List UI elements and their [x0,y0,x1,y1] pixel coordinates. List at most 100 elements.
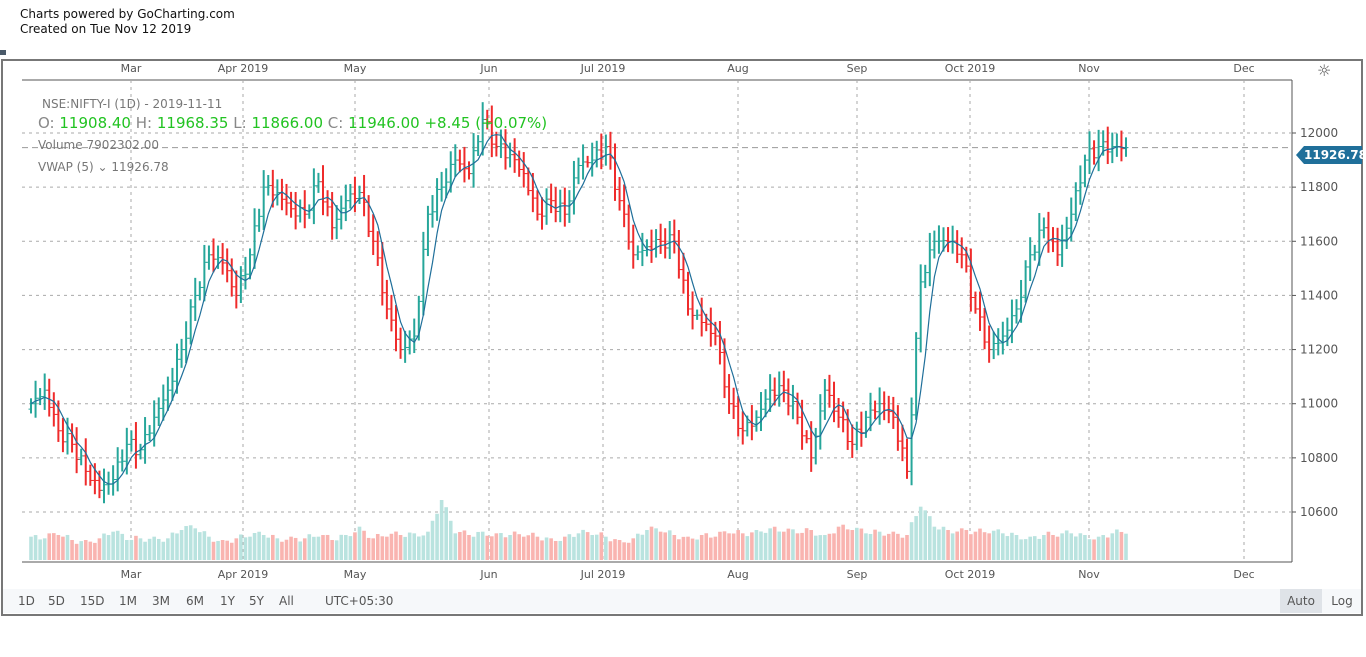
vwap-label: VWAP (5) [38,160,94,174]
volume-bar [978,528,982,560]
range-6m[interactable]: 6M [186,594,204,608]
volume-bar [740,533,745,560]
x-tick-label-top: Nov [1078,62,1100,75]
volume-bar [1032,536,1037,560]
volume-bar [654,528,658,560]
volume-bar [79,541,83,560]
volume-bar [476,531,480,560]
volume-bar [243,537,248,560]
high-label: H: [135,114,153,132]
x-tick-label-bottom: Mar [121,568,142,581]
volume-bar [777,531,782,560]
volume-bar [170,532,175,560]
chevron-down-icon[interactable]: ⌄ [97,160,108,174]
auto-scale-button[interactable]: Auto [1280,589,1322,613]
volume-bar [585,532,590,560]
volume-bar [553,540,558,560]
timezone[interactable]: UTC+05:30 [325,594,394,608]
credit-line: Charts powered by GoCharting.com [20,7,235,21]
volume-bar [937,529,941,560]
range-all[interactable]: All [279,594,294,608]
range-1m[interactable]: 1M [119,594,137,608]
volume-bar [782,531,786,560]
volume-bar [120,533,125,560]
volume-bar [946,530,950,560]
volume-bar [750,532,754,560]
volume-bar [435,513,439,560]
range-3m[interactable]: 3M [152,594,170,608]
volume-bar [699,535,704,560]
vwap-readout[interactable]: VWAP (5) ⌄ 11926.78 [38,160,547,174]
volume-bar [462,530,467,560]
volume-bar [266,537,271,560]
volume-bar [458,532,462,560]
volume-bar [991,530,996,560]
volume-bar [1019,539,1023,560]
volume-bar [576,533,581,560]
volume-bar [29,536,33,560]
volume-bar [521,536,526,560]
volume-bar [964,529,969,560]
volume-bar [70,540,74,560]
volume-bar [841,524,845,560]
volume-bar [859,528,864,560]
volume-bar [485,535,490,560]
volume-bar [864,533,868,560]
volume-bar [366,537,371,560]
volume-bar [877,531,882,560]
y-tick-label: 10800 [1300,451,1338,465]
volume-bar [791,529,795,560]
volume-bar [718,531,722,560]
volume-bar [1096,536,1101,560]
volume-bar [357,526,362,560]
volume-bar [412,533,417,560]
x-tick-label-bottom: Aug [727,568,748,581]
volume-bar [590,535,594,560]
volume-bar [202,531,207,560]
range-5d[interactable]: 5D [48,594,65,608]
volume-bar [490,536,494,560]
volume-bar [1060,533,1064,560]
volume-bar [645,530,649,560]
log-scale-button[interactable]: Log [1331,594,1353,608]
range-1y[interactable]: 1Y [220,594,235,608]
volume-bar [152,536,156,560]
current-price-tag: 11926.78 [1296,146,1366,164]
volume-bar [850,530,855,560]
volume-bar [896,533,900,560]
volume-bar [1101,535,1105,560]
volume-bar [855,527,859,560]
credit: Charts powered by GoCharting.com Created… [20,7,235,37]
volume-bar [663,532,667,560]
range-5y[interactable]: 5Y [249,594,264,608]
volume-bar [394,531,398,560]
volume-bar [1078,533,1083,560]
volume-bar [385,536,389,560]
volume-bar [1074,536,1078,560]
volume-bar [252,533,257,560]
settings-icon[interactable]: ☼ [1317,61,1332,80]
volume-bar [257,531,261,560]
volume-bar [307,534,312,560]
volume-bar [467,535,471,560]
volume-bar [380,536,385,560]
volume-bar [914,516,918,560]
vwap-line [30,134,1127,485]
volume-bar [1005,536,1010,560]
volume-bar [772,526,777,560]
volume-bar [216,540,220,560]
range-1d[interactable]: 1D [18,594,35,608]
volume-bar [768,528,772,560]
volume-bar [499,533,503,560]
volume-bar [289,536,293,560]
range-15d[interactable]: 15D [80,594,105,608]
volume-bar [1037,538,1042,560]
volume-bar [275,538,280,560]
volume-bar [900,537,905,560]
drag-handle[interactable] [0,50,6,55]
change-percent: (+0.07%) [475,114,548,132]
volume-bar [809,530,813,560]
volume-bar [371,538,375,560]
volume-bar [193,528,198,560]
